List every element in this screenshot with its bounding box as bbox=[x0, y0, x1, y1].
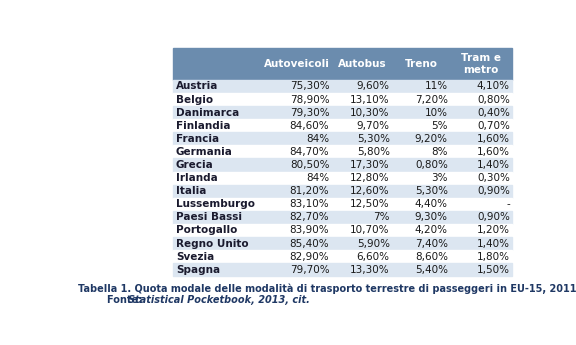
Bar bbox=[173, 93, 512, 106]
Bar bbox=[173, 198, 512, 211]
Text: 5,30%: 5,30% bbox=[357, 134, 390, 144]
Text: Italia: Italia bbox=[176, 186, 206, 196]
Text: 12,60%: 12,60% bbox=[350, 186, 390, 196]
Bar bbox=[173, 263, 512, 276]
Text: 1,40%: 1,40% bbox=[477, 238, 510, 248]
Text: 83,90%: 83,90% bbox=[290, 225, 329, 235]
Text: 1,40%: 1,40% bbox=[477, 160, 510, 170]
Text: 8,60%: 8,60% bbox=[415, 252, 448, 262]
Text: Spagna: Spagna bbox=[176, 265, 220, 275]
Text: 0,80%: 0,80% bbox=[477, 95, 510, 105]
Text: 0,30%: 0,30% bbox=[477, 173, 510, 183]
Text: 75,30%: 75,30% bbox=[290, 81, 329, 91]
Text: 3%: 3% bbox=[431, 173, 448, 183]
Text: 82,90%: 82,90% bbox=[290, 252, 329, 262]
Text: 1,20%: 1,20% bbox=[477, 225, 510, 235]
Text: 9,30%: 9,30% bbox=[415, 212, 448, 222]
Bar bbox=[173, 237, 512, 250]
Text: 12,80%: 12,80% bbox=[350, 173, 390, 183]
Text: 17,30%: 17,30% bbox=[350, 160, 390, 170]
Text: 9,60%: 9,60% bbox=[357, 81, 390, 91]
Bar bbox=[173, 171, 512, 185]
Text: 1,60%: 1,60% bbox=[477, 147, 510, 157]
Text: 83,10%: 83,10% bbox=[290, 199, 329, 209]
Text: 7,20%: 7,20% bbox=[415, 95, 448, 105]
Bar bbox=[173, 211, 512, 224]
Text: 7%: 7% bbox=[373, 212, 390, 222]
Text: Autobus: Autobus bbox=[338, 59, 386, 69]
Text: 85,40%: 85,40% bbox=[290, 238, 329, 248]
Text: 13,10%: 13,10% bbox=[350, 95, 390, 105]
Text: 78,90%: 78,90% bbox=[290, 95, 329, 105]
Text: 10,30%: 10,30% bbox=[350, 108, 390, 118]
Text: Regno Unito: Regno Unito bbox=[176, 238, 248, 248]
Text: 9,20%: 9,20% bbox=[415, 134, 448, 144]
Text: 84%: 84% bbox=[306, 134, 329, 144]
Text: 10%: 10% bbox=[425, 108, 448, 118]
Text: 84,60%: 84,60% bbox=[290, 121, 329, 131]
Text: Lussemburgo: Lussemburgo bbox=[176, 199, 255, 209]
Text: Paesi Bassi: Paesi Bassi bbox=[176, 212, 242, 222]
Text: Irlanda: Irlanda bbox=[176, 173, 218, 183]
Text: 11%: 11% bbox=[425, 81, 448, 91]
Text: Belgio: Belgio bbox=[176, 95, 213, 105]
Text: 0,80%: 0,80% bbox=[415, 160, 448, 170]
Text: Austria: Austria bbox=[176, 81, 218, 91]
Bar bbox=[173, 119, 512, 132]
Bar bbox=[173, 185, 512, 198]
Text: Tram e
metro: Tram e metro bbox=[461, 52, 501, 75]
Text: 5,90%: 5,90% bbox=[357, 238, 390, 248]
Text: Autoveicoli: Autoveicoli bbox=[264, 59, 329, 69]
Text: Finlandia: Finlandia bbox=[176, 121, 230, 131]
Text: 4,10%: 4,10% bbox=[477, 81, 510, 91]
Text: Fonte:: Fonte: bbox=[107, 295, 145, 305]
Text: 82,70%: 82,70% bbox=[290, 212, 329, 222]
Text: 9,70%: 9,70% bbox=[357, 121, 390, 131]
Text: 7,40%: 7,40% bbox=[415, 238, 448, 248]
Bar bbox=[173, 106, 512, 119]
Bar bbox=[173, 132, 512, 145]
Text: -: - bbox=[506, 199, 510, 209]
Bar bbox=[173, 80, 512, 93]
Text: 84,70%: 84,70% bbox=[290, 147, 329, 157]
Text: Germania: Germania bbox=[176, 147, 233, 157]
Text: 4,20%: 4,20% bbox=[415, 225, 448, 235]
Text: Svezia: Svezia bbox=[176, 252, 214, 262]
Text: 10,70%: 10,70% bbox=[350, 225, 390, 235]
Text: 0,40%: 0,40% bbox=[477, 108, 510, 118]
Text: Grecia: Grecia bbox=[176, 160, 214, 170]
Text: 0,90%: 0,90% bbox=[477, 186, 510, 196]
Text: 1,60%: 1,60% bbox=[477, 134, 510, 144]
Text: 8%: 8% bbox=[431, 147, 448, 157]
Text: 1,80%: 1,80% bbox=[477, 252, 510, 262]
Text: 5,80%: 5,80% bbox=[357, 147, 390, 157]
Text: 0,90%: 0,90% bbox=[477, 212, 510, 222]
Text: Treno: Treno bbox=[404, 59, 438, 69]
Bar bbox=[173, 48, 512, 80]
Text: Danimarca: Danimarca bbox=[176, 108, 239, 118]
Text: 79,30%: 79,30% bbox=[290, 108, 329, 118]
Bar bbox=[173, 250, 512, 263]
Bar bbox=[173, 158, 512, 171]
Bar bbox=[173, 145, 512, 158]
Text: 84%: 84% bbox=[306, 173, 329, 183]
Text: Portogallo: Portogallo bbox=[176, 225, 237, 235]
Text: 79,70%: 79,70% bbox=[290, 265, 329, 275]
Text: Tabella 1. Quota modale delle modalità di trasporto terrestre di passeggeri in E: Tabella 1. Quota modale delle modalità d… bbox=[78, 284, 576, 294]
Text: Francia: Francia bbox=[176, 134, 219, 144]
Text: 5,30%: 5,30% bbox=[415, 186, 448, 196]
Text: 5,40%: 5,40% bbox=[415, 265, 448, 275]
Text: 81,20%: 81,20% bbox=[290, 186, 329, 196]
Text: 13,30%: 13,30% bbox=[350, 265, 390, 275]
Bar bbox=[173, 224, 512, 237]
Text: 12,50%: 12,50% bbox=[350, 199, 390, 209]
Text: 4,40%: 4,40% bbox=[415, 199, 448, 209]
Text: 0,70%: 0,70% bbox=[477, 121, 510, 131]
Text: 80,50%: 80,50% bbox=[290, 160, 329, 170]
Text: 5%: 5% bbox=[431, 121, 448, 131]
Text: Statistical Pocketbook, 2013, cit.: Statistical Pocketbook, 2013, cit. bbox=[128, 295, 310, 305]
Text: 6,60%: 6,60% bbox=[357, 252, 390, 262]
Text: 1,50%: 1,50% bbox=[477, 265, 510, 275]
